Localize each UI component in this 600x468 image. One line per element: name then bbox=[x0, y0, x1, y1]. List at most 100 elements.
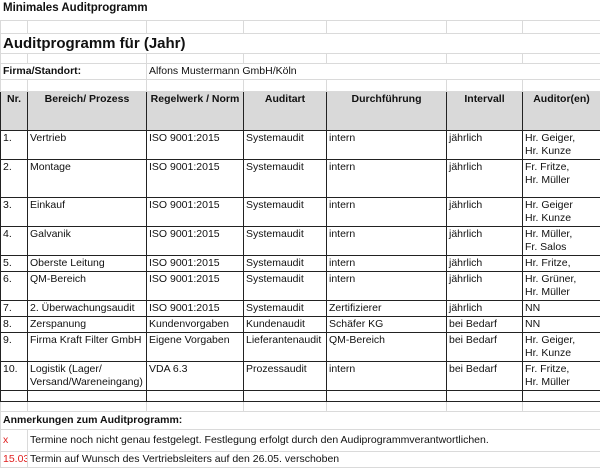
cell-auditart[interactable]: Kundenaudit bbox=[244, 317, 327, 333]
cell-auditoren[interactable]: Fr. Fritze, Hr. Müller bbox=[523, 160, 600, 198]
cell-nr[interactable]: 2. bbox=[1, 160, 28, 198]
cell-nr[interactable]: 8. bbox=[1, 317, 28, 333]
empty-cell[interactable] bbox=[523, 391, 600, 402]
cell-auditart[interactable]: Prozessaudit bbox=[244, 362, 327, 391]
header-auditoren[interactable]: Auditor(en) bbox=[523, 92, 600, 131]
firma-value[interactable]: Alfons Mustermann GmbH/Köln bbox=[147, 64, 600, 80]
cell-regelwerk[interactable]: VDA 6.3 bbox=[147, 362, 244, 391]
header-bereich[interactable]: Bereich/ Prozess bbox=[28, 92, 147, 131]
cell-auditoren[interactable]: Hr. Grüner, Hr. Müller bbox=[523, 272, 600, 301]
cell-auditart[interactable]: Systemaudit bbox=[244, 131, 327, 160]
cell-durchfuehrung[interactable]: intern bbox=[327, 362, 447, 391]
cell-auditart[interactable]: Systemaudit bbox=[244, 301, 327, 317]
page-heading[interactable]: Auditprogramm für (Jahr) bbox=[1, 34, 600, 54]
cell-auditart[interactable]: Systemaudit bbox=[244, 256, 327, 272]
cell-auditoren[interactable]: NN bbox=[523, 301, 600, 317]
cell-nr[interactable]: 10. bbox=[1, 362, 28, 391]
cell-regelwerk[interactable]: ISO 9001:2015 bbox=[147, 131, 244, 160]
firma-label[interactable]: Firma/Standort: bbox=[1, 64, 147, 80]
cell-durchfuehrung[interactable]: intern bbox=[327, 198, 447, 227]
header-durchfuehrung[interactable]: Durchführung bbox=[327, 92, 447, 131]
cell-durchfuehrung[interactable]: intern bbox=[327, 227, 447, 256]
cell-bereich[interactable]: Einkauf bbox=[28, 198, 147, 227]
cell-intervall[interactable]: jährlich bbox=[447, 227, 523, 256]
cell-intervall[interactable]: jährlich bbox=[447, 272, 523, 301]
cell-durchfuehrung[interactable]: intern bbox=[327, 160, 447, 198]
note-marker[interactable]: x bbox=[1, 430, 28, 452]
cell-nr[interactable]: 5. bbox=[1, 256, 28, 272]
cell-durchfuehrung[interactable]: intern bbox=[327, 272, 447, 301]
cell-intervall[interactable]: jährlich bbox=[447, 198, 523, 227]
cell-auditoren[interactable]: Fr. Fritze, Hr. Müller bbox=[523, 362, 600, 391]
note-marker[interactable]: 15.03. bbox=[1, 452, 28, 468]
cell-intervall[interactable]: jährlich bbox=[447, 256, 523, 272]
empty-cell[interactable] bbox=[28, 391, 147, 402]
cell-bereich[interactable]: Oberste Leitung bbox=[28, 256, 147, 272]
cell-auditoren[interactable]: Hr. Geiger, Hr. Kunze bbox=[523, 131, 600, 160]
empty-cell[interactable] bbox=[1, 391, 28, 402]
cell-regelwerk[interactable]: Kundenvorgaben bbox=[147, 317, 244, 333]
cell-auditoren[interactable]: NN bbox=[523, 317, 600, 333]
table-row: 10.Logistik (Lager/ Versand/Wareneingang… bbox=[1, 362, 600, 391]
cell-intervall[interactable]: bei Bedarf bbox=[447, 333, 523, 362]
cell-regelwerk[interactable]: Eigene Vorgaben bbox=[147, 333, 244, 362]
cell-bereich[interactable]: QM-Bereich bbox=[28, 272, 147, 301]
cell-nr[interactable]: 1. bbox=[1, 131, 28, 160]
empty-row bbox=[1, 391, 600, 402]
cell-bereich[interactable]: Firma Kraft Filter GmbH bbox=[28, 333, 147, 362]
empty-cell[interactable] bbox=[244, 391, 327, 402]
cell-nr[interactable]: 6. bbox=[1, 272, 28, 301]
cell-regelwerk[interactable]: ISO 9001:2015 bbox=[147, 227, 244, 256]
cell-regelwerk[interactable]: ISO 9001:2015 bbox=[147, 198, 244, 227]
cell-intervall[interactable]: jährlich bbox=[447, 131, 523, 160]
notes-title[interactable]: Anmerkungen zum Auditprogramm: bbox=[1, 412, 600, 430]
cell-intervall[interactable]: bei Bedarf bbox=[447, 362, 523, 391]
cell-auditoren[interactable]: Hr. Geiger, Hr. Kunze bbox=[523, 333, 600, 362]
cell-durchfuehrung[interactable]: Zertifizierer bbox=[327, 301, 447, 317]
empty-cell[interactable] bbox=[147, 391, 244, 402]
cell-bereich[interactable]: Logistik (Lager/ Versand/Wareneingang) bbox=[28, 362, 147, 391]
cell-nr[interactable]: 9. bbox=[1, 333, 28, 362]
header-intervall[interactable]: Intervall bbox=[447, 92, 523, 131]
cell-intervall[interactable]: jährlich bbox=[447, 301, 523, 317]
sheet-title[interactable]: Minimales Auditprogramm bbox=[1, 1, 600, 21]
cell-auditoren[interactable]: Hr. Geiger Hr. Kunze bbox=[523, 198, 600, 227]
cell-bereich[interactable]: 2. Überwachungsaudit bbox=[28, 301, 147, 317]
cell-regelwerk[interactable]: ISO 9001:2015 bbox=[147, 301, 244, 317]
cell-durchfuehrung[interactable]: intern bbox=[327, 131, 447, 160]
cell-auditart[interactable]: Systemaudit bbox=[244, 198, 327, 227]
cell-auditart[interactable]: Lieferantenaudit bbox=[244, 333, 327, 362]
cell-auditart[interactable]: Systemaudit bbox=[244, 272, 327, 301]
cell-bereich[interactable]: Montage bbox=[28, 160, 147, 198]
cell-nr[interactable]: 7. bbox=[1, 301, 28, 317]
cell-auditart[interactable]: Systemaudit bbox=[244, 160, 327, 198]
header-regelwerk[interactable]: Regelwerk / Norm bbox=[147, 92, 244, 131]
note-text[interactable]: Termin auf Wunsch des Vertriebsleiters a… bbox=[28, 452, 600, 468]
cell-nr[interactable]: 4. bbox=[1, 227, 28, 256]
cell-bereich[interactable]: Galvanik bbox=[28, 227, 147, 256]
cell-regelwerk[interactable]: ISO 9001:2015 bbox=[147, 256, 244, 272]
cell-auditart[interactable]: Systemaudit bbox=[244, 227, 327, 256]
cell-durchfuehrung[interactable]: intern bbox=[327, 256, 447, 272]
header-nr[interactable]: Nr. bbox=[1, 92, 28, 131]
cell-durchfuehrung[interactable]: Schäfer KG bbox=[327, 317, 447, 333]
empty-cell[interactable] bbox=[327, 391, 447, 402]
cell-bereich[interactable]: Vertrieb bbox=[28, 131, 147, 160]
empty-cell[interactable] bbox=[447, 391, 523, 402]
cell-nr[interactable]: 3. bbox=[1, 198, 28, 227]
cell-regelwerk[interactable]: ISO 9001:2015 bbox=[147, 160, 244, 198]
cell-auditoren[interactable]: Hr. Müller, Fr. Salos bbox=[523, 227, 600, 256]
cell-bereich[interactable]: Zerspanung bbox=[28, 317, 147, 333]
cell-regelwerk[interactable]: ISO 9001:2015 bbox=[147, 272, 244, 301]
cell-durchfuehrung[interactable]: QM-Bereich bbox=[327, 333, 447, 362]
cell-intervall[interactable]: jährlich bbox=[447, 160, 523, 198]
cell-intervall[interactable]: bei Bedarf bbox=[447, 317, 523, 333]
header-auditart[interactable]: Auditart bbox=[244, 92, 327, 131]
note-text[interactable]: Termine noch nicht genau festgelegt. Fes… bbox=[28, 430, 600, 452]
cell-auditoren[interactable]: Hr. Fritze, bbox=[523, 256, 600, 272]
